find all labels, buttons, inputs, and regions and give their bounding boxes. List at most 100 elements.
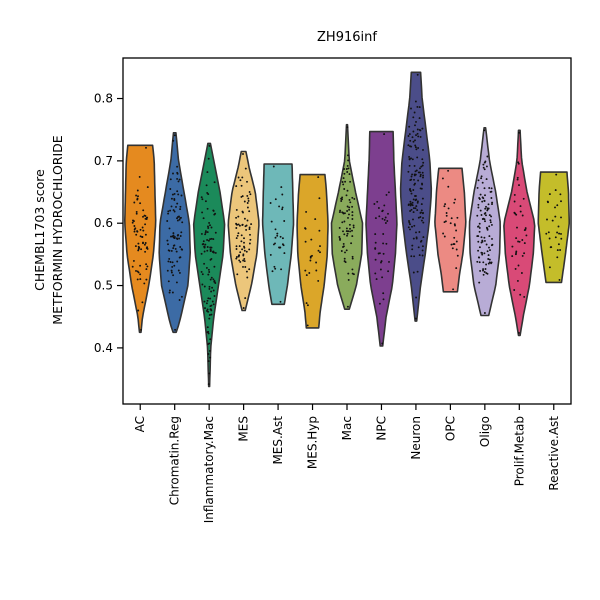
- point-mes: [238, 259, 241, 262]
- point-neuron: [418, 254, 421, 257]
- point-oligo: [478, 246, 481, 249]
- point-chromatin-reg: [173, 199, 176, 201]
- point-mes-hyp: [315, 261, 318, 264]
- point-mac: [348, 208, 351, 211]
- point-mes: [242, 259, 245, 262]
- point-ac: [144, 223, 147, 226]
- point-neuron: [413, 178, 415, 181]
- point-npc: [387, 191, 390, 194]
- point-mes-ast: [279, 235, 282, 238]
- point-ac: [135, 212, 138, 215]
- point-chromatin-reg: [175, 281, 178, 284]
- point-mac: [344, 251, 346, 254]
- point-mac: [346, 205, 349, 208]
- point-inflammatory-mac: [201, 198, 204, 201]
- point-neuron: [417, 179, 420, 182]
- point-inflammatory-mac: [208, 317, 211, 320]
- point-npc: [383, 204, 386, 207]
- point-inflammatory-mac: [208, 287, 211, 290]
- point-neuron: [414, 173, 417, 176]
- point-chromatin-reg: [170, 205, 173, 208]
- point-inflammatory-mac: [212, 303, 215, 306]
- point-mac: [342, 177, 345, 180]
- point-oligo: [482, 166, 485, 169]
- point-npc: [384, 222, 387, 224]
- point-neuron: [407, 204, 410, 206]
- point-ac: [139, 264, 142, 267]
- point-mac: [348, 173, 351, 176]
- point-neuron: [411, 201, 414, 204]
- point-mes-hyp: [304, 269, 307, 272]
- point-oligo: [488, 246, 490, 249]
- point-neuron: [421, 249, 424, 252]
- point-inflammatory-mac: [209, 238, 212, 241]
- point-inflammatory-mac: [206, 231, 209, 234]
- point-mes: [241, 224, 244, 226]
- point-mac: [347, 159, 350, 162]
- point-inflammatory-mac: [207, 157, 210, 160]
- point-npc: [387, 270, 390, 273]
- point-oligo: [480, 175, 483, 178]
- point-inflammatory-mac: [207, 239, 210, 242]
- x-tick-label-oligo: Oligo: [478, 416, 492, 447]
- point-mes: [244, 266, 247, 268]
- violin-mes: [227, 150, 260, 312]
- point-inflammatory-mac: [208, 314, 211, 316]
- point-inflammatory-mac: [209, 297, 212, 300]
- point-oligo: [480, 214, 483, 216]
- point-npc: [387, 212, 389, 215]
- point-chromatin-reg: [177, 233, 180, 236]
- point-mac: [346, 171, 349, 173]
- point-mac: [339, 209, 342, 212]
- point-neuron: [421, 245, 424, 248]
- point-mes: [238, 224, 241, 227]
- point-chromatin-reg: [178, 299, 181, 301]
- point-neuron: [413, 224, 416, 227]
- point-prolif-metab: [513, 200, 516, 203]
- x-tick-label-mes-hyp: MES.Hyp: [306, 416, 320, 469]
- point-neuron: [407, 144, 410, 147]
- point-mes-hyp: [305, 210, 308, 213]
- y-axis-ticks: 0.4 0.5 0.6 0.7 0.8: [94, 92, 123, 355]
- point-chromatin-reg: [169, 178, 172, 181]
- point-mes: [236, 273, 239, 276]
- point-opc: [453, 236, 456, 239]
- point-mac: [346, 189, 349, 192]
- point-mac: [351, 214, 354, 217]
- point-prolif-metab: [514, 267, 517, 270]
- point-opc: [455, 229, 458, 232]
- point-oligo: [488, 214, 491, 217]
- point-inflammatory-mac: [201, 283, 204, 286]
- point-inflammatory-mac: [206, 308, 209, 311]
- point-opc: [447, 185, 450, 188]
- point-mac: [346, 234, 348, 237]
- point-npc: [374, 272, 377, 275]
- point-mes: [237, 232, 240, 235]
- point-inflammatory-mac: [208, 144, 211, 147]
- point-neuron: [422, 221, 425, 224]
- point-chromatin-reg: [168, 257, 171, 260]
- point-ac: [137, 309, 140, 312]
- point-npc: [379, 268, 382, 271]
- point-mes-ast: [281, 206, 284, 209]
- point-neuron: [422, 174, 425, 177]
- point-mac: [351, 196, 354, 199]
- point-reactive-ast: [556, 231, 559, 234]
- point-mac: [348, 213, 350, 216]
- point-oligo: [477, 240, 480, 243]
- point-reactive-ast: [555, 173, 558, 176]
- point-chromatin-reg: [176, 172, 179, 175]
- point-mac: [349, 230, 352, 233]
- point-inflammatory-mac: [211, 300, 214, 303]
- point-ac: [139, 228, 142, 231]
- point-mac: [346, 210, 349, 212]
- point-chromatin-reg: [173, 134, 176, 137]
- point-neuron: [418, 128, 421, 131]
- point-inflammatory-mac: [208, 372, 211, 375]
- point-mac: [342, 242, 345, 245]
- point-mes: [250, 223, 253, 226]
- point-reactive-ast: [551, 219, 554, 222]
- point-neuron: [416, 270, 419, 273]
- point-inflammatory-mac: [203, 245, 206, 248]
- point-mac: [339, 238, 341, 241]
